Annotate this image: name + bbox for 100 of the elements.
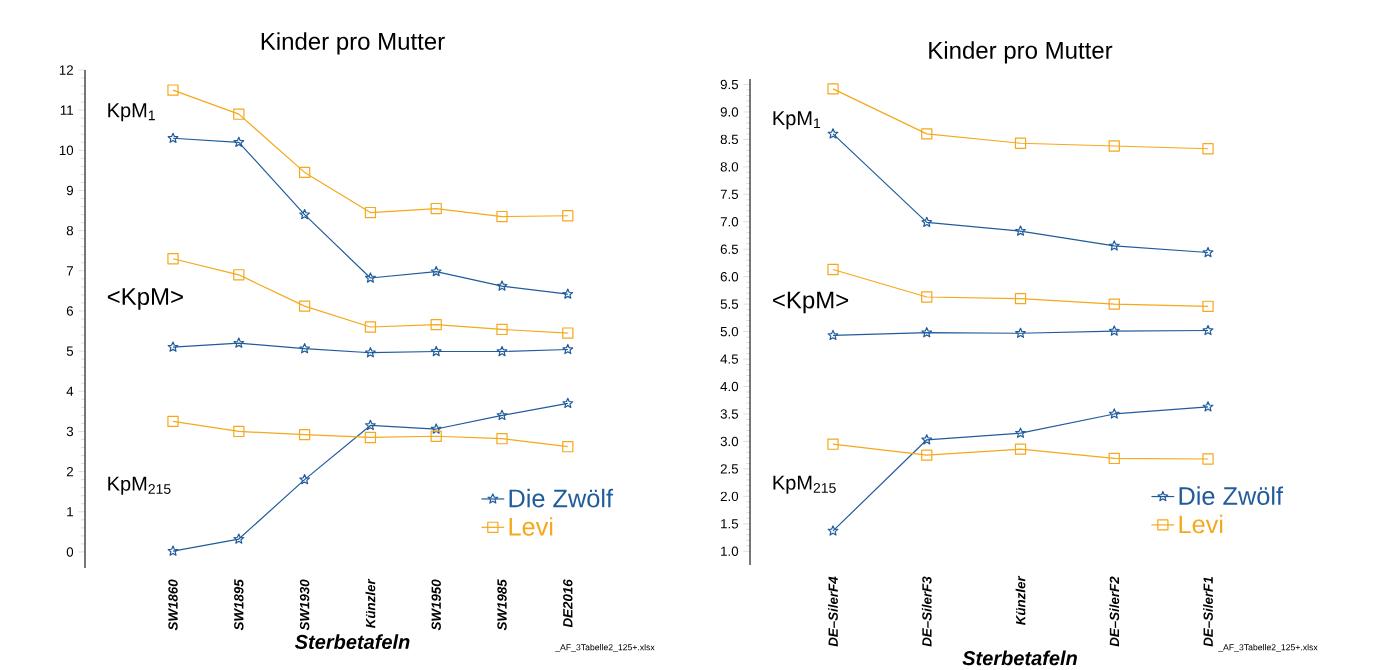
- point: [1108, 140, 1120, 152]
- point: [430, 430, 442, 443]
- point: [364, 321, 377, 333]
- point: [364, 347, 376, 358]
- y-tick-label: 5.0: [720, 327, 739, 337]
- point: [1108, 408, 1120, 419]
- point: [299, 474, 311, 485]
- text: _AF_3Tabelle2_125+.xlsx: [555, 644, 655, 653]
- y-tick-label: 3.0: [720, 436, 739, 447]
- point: [299, 343, 311, 354]
- point: [233, 108, 245, 120]
- x-tick-label: DE–SilerF4: [828, 576, 838, 647]
- point: [1015, 327, 1026, 339]
- x-tick-label: SW1930: [299, 579, 310, 631]
- point: [298, 166, 311, 179]
- point: [1202, 453, 1214, 465]
- legend-label: Levi: [509, 517, 553, 536]
- y-tick-label: 1.5: [721, 519, 739, 529]
- point: [921, 291, 933, 303]
- annotation: <KpM>: [107, 288, 183, 310]
- x-tick-label: SW1985: [497, 579, 507, 631]
- x-tick-label: DE–SilerF2: [1109, 576, 1120, 647]
- point: [167, 253, 179, 265]
- point: [496, 323, 508, 336]
- y-tick-label: 3.5: [720, 409, 739, 419]
- point: [1108, 240, 1120, 251]
- point: [364, 272, 376, 283]
- point: [167, 84, 179, 96]
- y-tick-label: 4.0: [720, 381, 739, 392]
- y-tick-label: 7: [66, 266, 73, 276]
- y-tick-label: 11: [60, 105, 73, 115]
- y-tick-label: 1: [67, 507, 73, 517]
- point: [364, 207, 377, 219]
- point: [1014, 137, 1027, 150]
- point: [233, 533, 245, 544]
- y-tick-label: 10: [59, 145, 74, 156]
- y-tick-label: 6: [66, 306, 74, 316]
- point: [827, 264, 839, 276]
- point: [1202, 246, 1214, 258]
- point: [430, 266, 442, 277]
- y-tick-label: 8.0: [720, 162, 739, 172]
- x-tick-label: SW1860: [168, 579, 178, 631]
- point: [1014, 293, 1027, 305]
- point: [1108, 325, 1120, 336]
- annotation: KpM$_{1}$: [773, 111, 821, 130]
- point: [430, 423, 442, 434]
- point: [430, 319, 442, 331]
- point: [921, 449, 933, 461]
- point: [1015, 427, 1026, 439]
- point: [430, 203, 442, 215]
- y-tick-label: 9.0: [720, 107, 739, 117]
- y-tick-label: 5: [66, 346, 74, 356]
- x-axis-title: Sterbetafeln: [962, 650, 1077, 666]
- point: [827, 438, 839, 450]
- point: [298, 429, 311, 441]
- point: [1108, 298, 1120, 310]
- point: [827, 329, 839, 341]
- y-tick-label: 1.0: [721, 546, 739, 557]
- y-tick-label: 2: [66, 467, 73, 477]
- annotation: KpM$_{215}$: [773, 475, 836, 494]
- y-tick-label: 2.5: [720, 464, 739, 474]
- y-tick-label: 6.0: [720, 272, 739, 282]
- x-tick-label: DE2016: [563, 579, 573, 628]
- point: [562, 343, 574, 355]
- point: [562, 441, 574, 453]
- point: [364, 431, 377, 444]
- point: [298, 300, 311, 312]
- point: [1015, 225, 1026, 236]
- y-tick-label: 7.5: [720, 189, 739, 200]
- y-tick-label: 4.5: [720, 354, 739, 364]
- point: [562, 397, 574, 409]
- point: [1202, 401, 1214, 412]
- y-tick-label: 3: [66, 426, 74, 437]
- point: [167, 545, 179, 556]
- point: [496, 345, 508, 357]
- annotation: <KpM>: [773, 291, 849, 314]
- legend-label: Levi: [1179, 514, 1223, 534]
- x-tick-label: DE–SilerF1: [1203, 577, 1213, 647]
- y-tick-label: 12: [59, 65, 73, 75]
- legend-label: Die Zwölf: [1179, 486, 1284, 506]
- annotation: KpM$_{215}$: [108, 477, 171, 495]
- chart-title: Kinder pro Mutter: [929, 41, 1113, 64]
- legend-label: Die Zwölf: [509, 488, 614, 508]
- point: [167, 132, 179, 144]
- point: [1202, 300, 1214, 313]
- point: [1202, 143, 1214, 155]
- y-tick-label: 8: [66, 226, 74, 236]
- point: [167, 415, 179, 428]
- point: [496, 409, 508, 421]
- y-tick-label: 6.5: [720, 244, 739, 255]
- y-tick-label: 5.5: [720, 299, 739, 309]
- point: [1202, 324, 1214, 336]
- point: [496, 433, 508, 445]
- point: [496, 280, 508, 291]
- point: [562, 288, 574, 299]
- annotation: KpM$_{1}$: [108, 103, 155, 122]
- point: [364, 419, 376, 431]
- point: [921, 434, 933, 445]
- point: [1108, 452, 1120, 465]
- point: [562, 210, 574, 222]
